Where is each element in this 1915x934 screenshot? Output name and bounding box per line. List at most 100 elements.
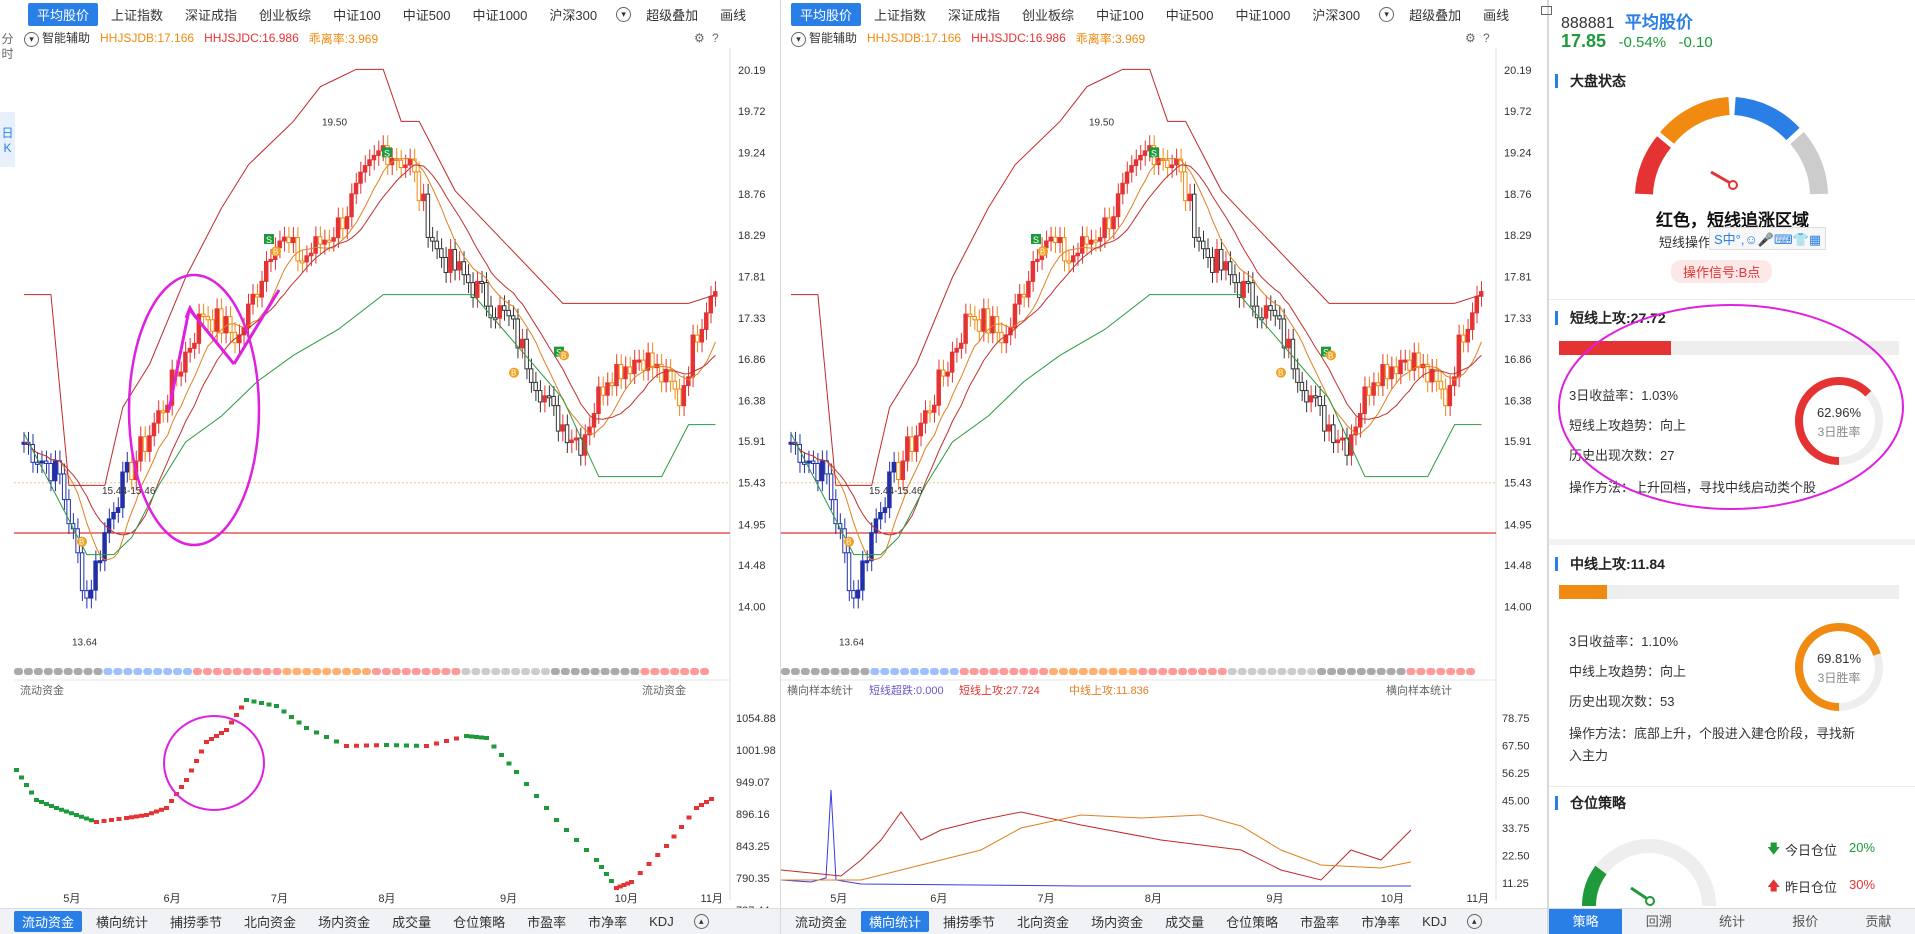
- period-strip: 分 时 日 K: [0, 28, 15, 934]
- status-strip-segment: [33, 668, 43, 675]
- candle: [801, 461, 807, 465]
- btab-position[interactable]: 仓位策略: [453, 915, 506, 930]
- btab-volume[interactable]: 成交量: [1165, 915, 1205, 930]
- tab-statistics[interactable]: 统计: [1695, 909, 1769, 934]
- btab-flow[interactable]: 流动资金: [795, 915, 848, 930]
- tab-csi100[interactable]: 中证100: [1096, 7, 1144, 23]
- flow-bar: [614, 886, 619, 890]
- status-strip-segment: [381, 668, 391, 675]
- flow-bar: [159, 807, 164, 812]
- btab-pe[interactable]: 市盈率: [527, 915, 567, 930]
- btab-kdj[interactable]: KDJ: [1422, 914, 1447, 929]
- period-fen[interactable]: 分: [1, 32, 14, 46]
- tab-backtest[interactable]: 回溯: [1622, 909, 1696, 934]
- candle: [949, 351, 955, 373]
- tab-csi1000[interactable]: 中证1000: [472, 7, 528, 23]
- tab-quote[interactable]: 报价: [1768, 909, 1842, 934]
- btab-pe[interactable]: 市盈率: [1300, 915, 1340, 930]
- minimize-icon[interactable]: [1541, 6, 1552, 15]
- month-label: 6月: [930, 893, 947, 905]
- sell-signal-marker: [382, 147, 392, 158]
- short-count: 历史出现次数：27: [1569, 448, 1675, 463]
- tab-gem-index[interactable]: 创业板综: [259, 7, 312, 23]
- candle: [909, 436, 915, 452]
- short-trend: 短线上攻趋势：向上: [1569, 418, 1687, 433]
- flow-bar: [514, 770, 519, 774]
- kline-chart-right[interactable]: 20.19 19.72 19.24 18.76 18.29 17.81 17.33 16.86…: [781, 0, 1548, 934]
- draw-line-button[interactable]: 画线: [720, 7, 747, 23]
- btab-pb[interactable]: 市净率: [588, 915, 628, 930]
- tab-hs300[interactable]: 沪深300: [549, 7, 598, 23]
- help-icon[interactable]: ?: [712, 31, 719, 45]
- btab-season[interactable]: 捕捞季节: [170, 915, 223, 930]
- btab-stats[interactable]: 横向统计: [861, 911, 930, 932]
- tab-avg-price[interactable]: 平均股价: [791, 2, 862, 26]
- tab-sh-index[interactable]: 上证指数: [111, 7, 164, 23]
- candle: [84, 590, 89, 599]
- btab-north[interactable]: 北向资金: [1017, 915, 1070, 930]
- sell-signal-marker: [1321, 346, 1331, 357]
- candle: [1254, 305, 1260, 319]
- tab-strategy[interactable]: 策略: [1549, 909, 1623, 934]
- btab-stats[interactable]: 横向统计: [96, 915, 149, 930]
- collapse-icon[interactable]: ▴: [1466, 914, 1482, 929]
- tab-csi500[interactable]: 中证500: [402, 7, 451, 23]
- status-strip-segment: [1247, 668, 1257, 675]
- tab-contribution[interactable]: 贡献: [1841, 909, 1915, 934]
- assist-toggle[interactable]: ▾ 智能辅助: [791, 29, 857, 47]
- super-overlay-button[interactable]: 超级叠加: [1409, 7, 1462, 23]
- position-gauge: [1582, 839, 1716, 906]
- settings-icon[interactable]: ⚙: [694, 31, 705, 45]
- kline-chart-left[interactable]: 20.19 19.72 19.24 18.76 18.29 17.81 17.33 16.86…: [0, 0, 781, 934]
- tab-csi1000[interactable]: 中证1000: [1235, 7, 1291, 23]
- btab-north[interactable]: 北向资金: [244, 915, 297, 930]
- assist-toggle[interactable]: ▾ 智能辅助: [24, 29, 90, 47]
- btab-pb[interactable]: 市净率: [1361, 915, 1401, 930]
- lower-title: 横向样本统计: [787, 683, 853, 697]
- btab-position[interactable]: 仓位策略: [1226, 915, 1279, 930]
- candle: [147, 435, 152, 452]
- flow-bar: [129, 815, 134, 820]
- tab-gem-index[interactable]: 创业板综: [1022, 7, 1075, 23]
- super-overlay-button[interactable]: 超级叠加: [646, 7, 699, 23]
- tab-sh-index[interactable]: 上证指数: [874, 7, 927, 23]
- btab-kdj[interactable]: KDJ: [649, 914, 674, 929]
- candle: [187, 347, 193, 353]
- flow-bar: [374, 743, 379, 748]
- btab-onsite[interactable]: 场内资金: [318, 915, 371, 930]
- market-status-text: 红色，短线追涨区域: [1656, 211, 1809, 230]
- candle: [632, 359, 637, 375]
- status-strip-segment: [989, 668, 999, 675]
- month-label: 7月: [1038, 893, 1055, 905]
- tab-sz-index[interactable]: 深证成指: [948, 7, 1001, 23]
- candle: [1443, 388, 1448, 407]
- candle: [1299, 381, 1305, 392]
- btab-flow[interactable]: 流动资金: [14, 911, 83, 932]
- btab-season[interactable]: 捕捞季节: [943, 915, 996, 930]
- more-dropdown-icon[interactable]: ▾: [616, 6, 632, 22]
- btab-onsite[interactable]: 场内资金: [1091, 915, 1144, 930]
- period-k[interactable]: K: [3, 141, 12, 155]
- tab-avg-price[interactable]: 平均股价: [28, 2, 99, 26]
- period-shi[interactable]: 时: [1, 47, 14, 61]
- period-ri[interactable]: 日: [1, 126, 14, 140]
- tab-hs300[interactable]: 沪深300: [1312, 7, 1361, 23]
- collapse-icon[interactable]: ▴: [693, 914, 709, 929]
- settings-icon[interactable]: ⚙: [1465, 31, 1476, 45]
- candle: [1129, 165, 1134, 173]
- status-strip-segment: [1118, 668, 1128, 675]
- candle: [1438, 380, 1444, 390]
- candle: [367, 159, 372, 167]
- draw-line-button[interactable]: 画线: [1483, 7, 1510, 23]
- more-dropdown-icon[interactable]: ▾: [1379, 6, 1395, 22]
- tab-sz-index[interactable]: 深证成指: [185, 7, 238, 23]
- flow-bar: [604, 872, 609, 876]
- ime-toolbar[interactable]: S中°,☺🎤⌨👕▦: [1709, 227, 1827, 250]
- candle: [1331, 424, 1336, 444]
- candle: [945, 371, 950, 377]
- btab-volume[interactable]: 成交量: [392, 915, 432, 930]
- help-icon[interactable]: ?: [1483, 31, 1490, 45]
- tab-csi100[interactable]: 中证100: [333, 7, 381, 23]
- tab-csi500[interactable]: 中证500: [1165, 7, 1214, 23]
- status-strip-segment: [1217, 668, 1227, 675]
